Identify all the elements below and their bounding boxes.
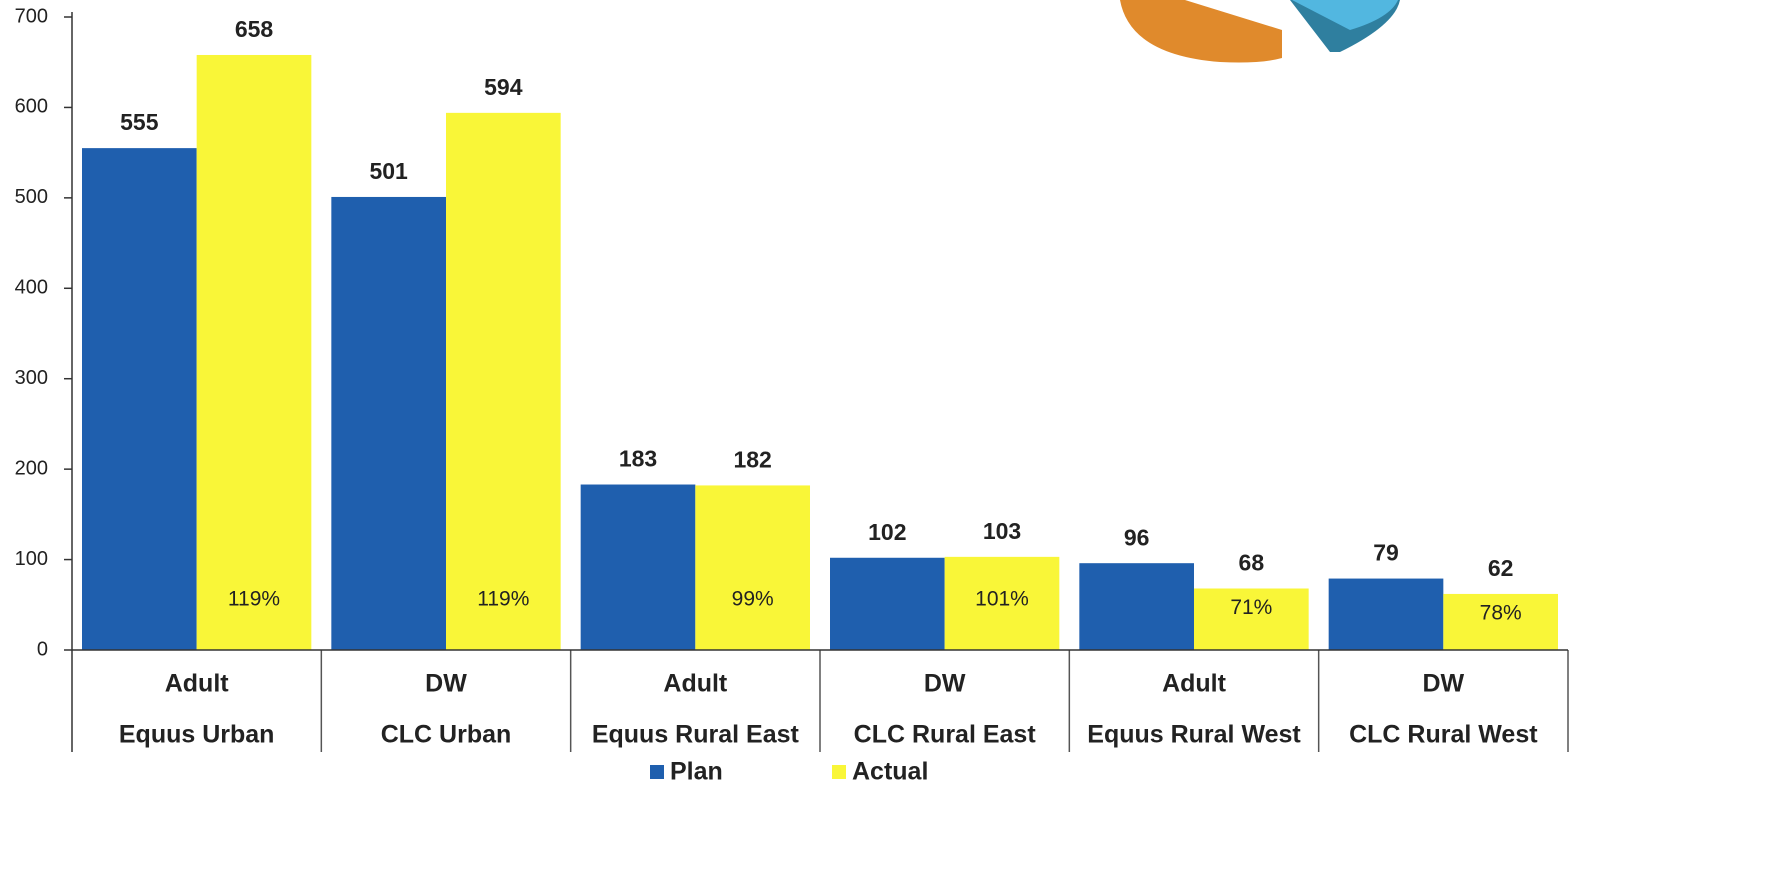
data-label: 62 (1488, 555, 1514, 581)
pie-slice-orange (1120, 0, 1282, 63)
percent-label: 71% (1230, 596, 1272, 619)
pie-decoration (1120, 0, 1400, 63)
data-label: 103 (983, 518, 1021, 544)
x-tick-type: Adult (663, 670, 728, 698)
bar (446, 113, 561, 650)
legend-label: Plan (670, 758, 723, 786)
x-tick-label: Equus Urban (119, 721, 275, 749)
y-tick-label: 500 (15, 186, 48, 208)
x-tick-type: Adult (165, 670, 230, 698)
x-tick-type: Adult (1162, 670, 1227, 698)
bar (1079, 563, 1194, 650)
x-tick-type: DW (425, 670, 467, 698)
y-tick-label: 300 (15, 367, 48, 389)
y-tick-label: 600 (15, 96, 48, 118)
data-label: 68 (1239, 550, 1265, 576)
y-tick-label: 100 (15, 548, 48, 570)
legend-swatch (832, 765, 846, 779)
x-tick-label: CLC Rural West (1349, 721, 1538, 749)
data-label: 182 (733, 446, 771, 472)
y-tick-label: 400 (15, 277, 48, 299)
bar (197, 55, 312, 650)
data-label: 79 (1373, 540, 1399, 566)
data-label: 594 (484, 74, 523, 100)
bar (695, 485, 810, 650)
y-tick-label: 200 (15, 457, 48, 479)
y-tick-label: 0 (37, 638, 48, 660)
x-tick-label: CLC Urban (381, 721, 512, 749)
bar (331, 197, 446, 650)
percent-label: 99% (732, 588, 774, 611)
bar (830, 558, 945, 650)
data-label: 501 (369, 158, 408, 184)
data-label: 96 (1124, 524, 1150, 550)
bar (82, 148, 197, 650)
x-tick-label: Equus Rural East (592, 721, 800, 749)
x-tick-label: Equus Rural West (1087, 721, 1301, 749)
data-label: 555 (120, 109, 159, 135)
chart: 0 100 200 300 400 500 600 700 555 658 119% Adult Equ… (0, 0, 1769, 888)
x-tick-type: DW (924, 670, 966, 698)
legend-swatch (650, 765, 664, 779)
percent-label: 119% (477, 588, 529, 611)
y-tick-label: 700 (15, 5, 48, 27)
percent-label: 78% (1480, 601, 1522, 624)
percent-label: 101% (975, 588, 1029, 611)
x-tick-label: CLC Rural East (854, 721, 1037, 749)
data-label: 102 (868, 519, 906, 545)
legend-label: Actual (852, 758, 928, 786)
data-label: 183 (619, 446, 657, 472)
percent-label: 119% (228, 588, 280, 611)
x-tick-type: DW (1423, 670, 1465, 698)
bar (1329, 579, 1444, 650)
bar (581, 485, 696, 650)
data-label: 658 (235, 16, 274, 42)
